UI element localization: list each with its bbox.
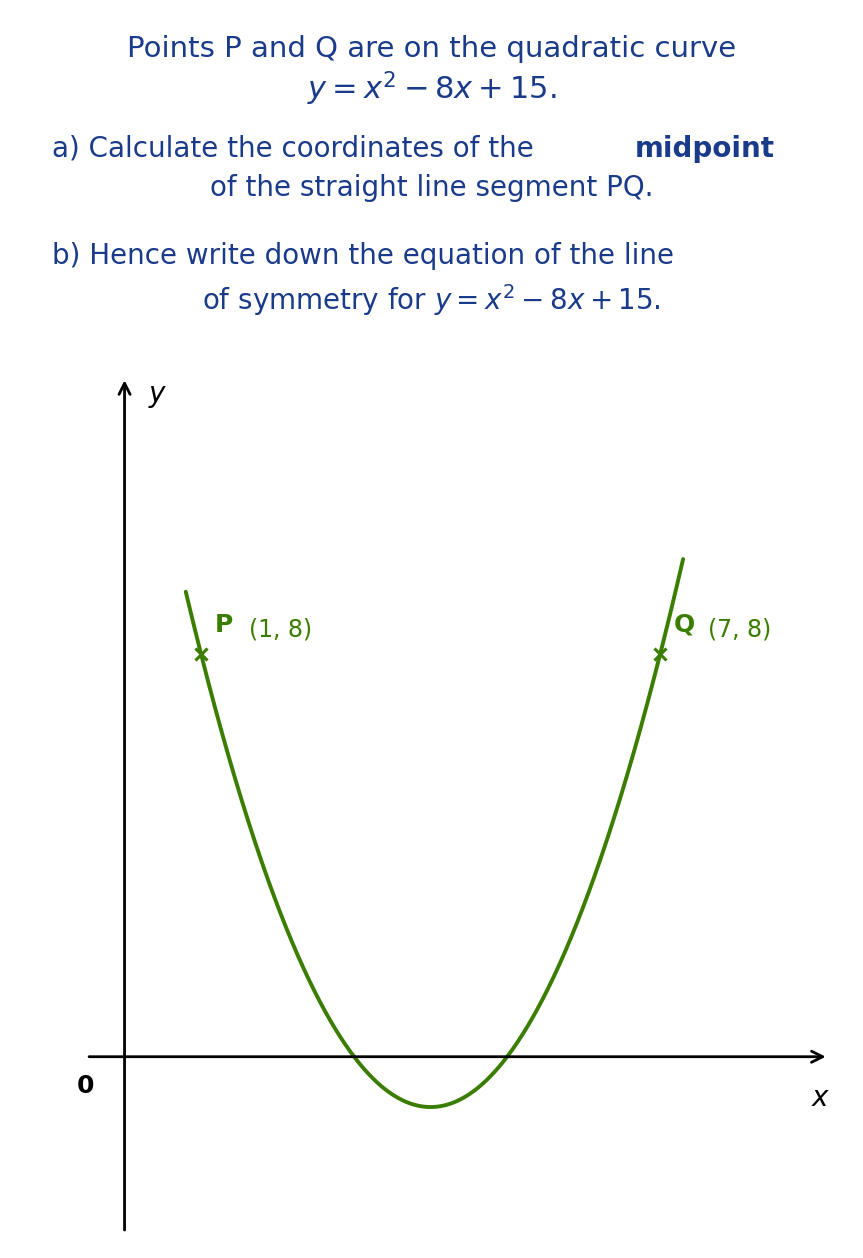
Text: $y = x^2 - 8x + 15.$: $y = x^2 - 8x + 15.$ [306,69,557,108]
Text: (7, 8): (7, 8) [708,618,771,642]
Text: P: P [215,613,233,637]
Text: b) Hence write down the equation of the line: b) Hence write down the equation of the … [52,242,674,269]
Text: Q: Q [674,613,696,637]
Text: midpoint: midpoint [634,135,774,162]
Text: 0: 0 [77,1074,94,1098]
Text: $x$: $x$ [811,1084,830,1112]
Text: of the straight line segment PQ.: of the straight line segment PQ. [210,174,653,201]
Text: $y$: $y$ [148,382,167,410]
Text: (1, 8): (1, 8) [249,618,312,642]
Text: a) Calculate the coordinates of the: a) Calculate the coordinates of the [52,135,543,162]
Text: of symmetry for $y = x^2 - 8x + 15.$: of symmetry for $y = x^2 - 8x + 15.$ [202,282,661,318]
Text: Points P and Q are on the quadratic curve: Points P and Q are on the quadratic curv… [127,35,736,63]
